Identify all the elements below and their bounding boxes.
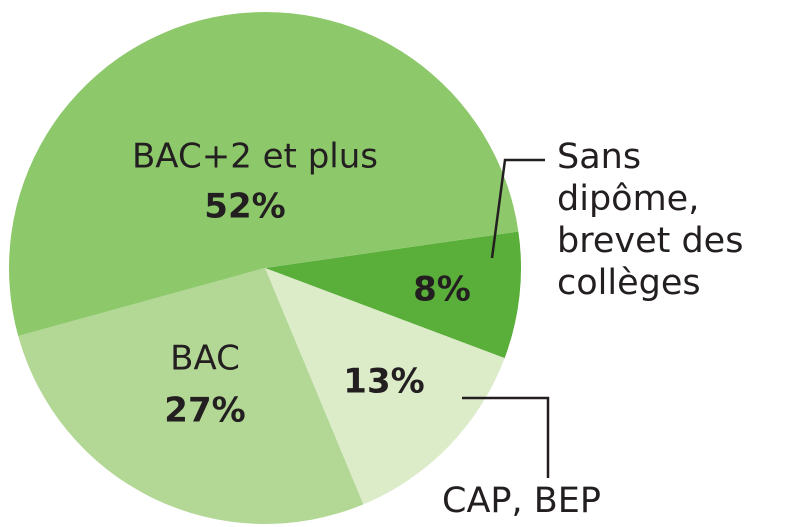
value-label: 52% (204, 187, 285, 227)
leader-line (490, 158, 545, 259)
category-label: BAC+2 et plus (132, 137, 378, 177)
pie-slice (265, 268, 505, 505)
category-label: CAP, BEP (442, 481, 601, 521)
value-label: 27% (164, 391, 245, 431)
pie-slice (18, 268, 364, 524)
value-label: 8% (413, 270, 471, 310)
category-label: BAC (170, 339, 240, 379)
leader-line (462, 396, 550, 478)
pie-slice (8, 11, 519, 336)
pie-slice (265, 231, 522, 359)
category-label: Sans dipôme, brevet des collèges (557, 137, 744, 303)
value-label: 13% (343, 362, 424, 402)
